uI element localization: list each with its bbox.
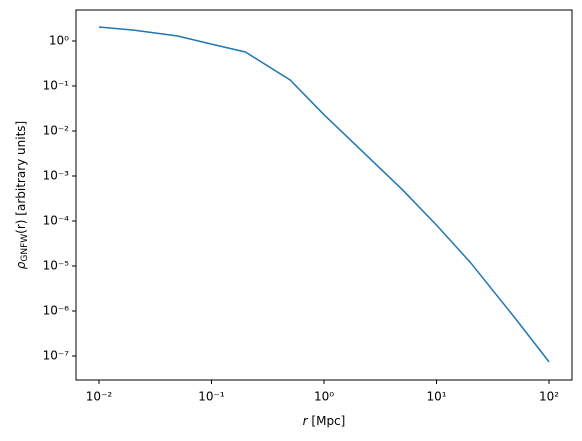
line-series	[98, 26, 550, 363]
y-label-rest: (r) [arbitrary units]	[14, 121, 28, 234]
x-axis-label: r [Mpc]	[303, 414, 346, 428]
x-tick-label: 10²	[539, 390, 559, 404]
plot-frame	[75, 9, 573, 381]
y-tick-label: 10⁻⁵	[43, 258, 70, 272]
y-tick-label: 10⁻⁴	[43, 213, 70, 227]
x-tick-label: 10⁻²	[86, 390, 113, 404]
y-tick-label: 10⁰	[49, 33, 69, 47]
y-axis-label: ρGNFW(r) [arbitrary units]	[14, 121, 30, 269]
x-label-symbol: r	[303, 414, 309, 428]
y-label-subscript: GNFW	[20, 234, 30, 262]
y-tick-label: 10⁻¹	[43, 78, 70, 92]
y-tick-label: 10⁻⁷	[43, 349, 70, 363]
y-label-symbol: ρ	[14, 261, 28, 269]
y-tick-label: 10⁻²	[43, 123, 70, 137]
x-tick-label: 10⁰	[314, 390, 334, 404]
x-tick-label: 10⁻¹	[198, 390, 225, 404]
y-tick-label: 10⁻⁶	[43, 304, 70, 318]
y-tick-label: 10⁻³	[43, 168, 70, 182]
x-tick-label: 10¹	[426, 390, 446, 404]
x-label-rest: [Mpc]	[308, 414, 346, 428]
